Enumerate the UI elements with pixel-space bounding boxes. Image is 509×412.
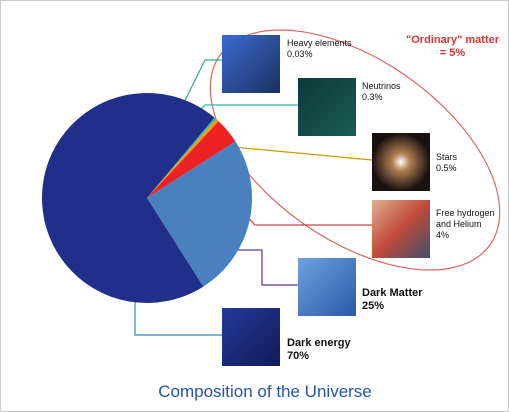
slice-label: Dark Matter 25% bbox=[362, 287, 452, 313]
slice-label: Neutrinos 0.3% bbox=[362, 81, 422, 103]
slice-label: Stars 0.5% bbox=[436, 152, 476, 174]
slice-label: Dark energy 70% bbox=[287, 337, 377, 363]
chart-title: Composition of the Universe bbox=[158, 382, 372, 401]
legend-label: Free hydrogen and Helium bbox=[436, 208, 495, 229]
ordinary-matter-outline bbox=[209, 29, 501, 271]
legend-label: Neutrinos bbox=[362, 81, 401, 91]
pie-slice bbox=[147, 117, 217, 198]
thumbnail bbox=[298, 258, 356, 316]
legend-label: Heavy elements bbox=[287, 38, 352, 48]
pie bbox=[42, 93, 252, 303]
slice-label: Heavy elements 0.03% bbox=[287, 38, 367, 60]
value-label: 0.03% bbox=[287, 49, 313, 59]
legend-label: Stars bbox=[436, 152, 458, 162]
thumbnail bbox=[222, 35, 280, 93]
value-label: 4% bbox=[436, 230, 450, 240]
value-label: 70% bbox=[287, 350, 310, 362]
thumbnail bbox=[372, 133, 430, 191]
thumbnail bbox=[298, 78, 356, 136]
value-label: 0.5% bbox=[436, 163, 457, 173]
pie-slice bbox=[147, 118, 219, 198]
thumbnail bbox=[372, 200, 430, 258]
pie-slice bbox=[147, 121, 236, 198]
thumbnail bbox=[222, 308, 280, 366]
pie-slice bbox=[147, 117, 215, 198]
value-label: 0.3% bbox=[362, 92, 383, 102]
legend-label: Dark energy bbox=[287, 337, 351, 349]
annotation: "Ordinary" matter = 5% bbox=[406, 34, 499, 59]
slice-label: Free hydrogen and Helium 4% bbox=[436, 208, 506, 241]
legend-label: Dark Matter bbox=[362, 287, 423, 299]
pie-slice bbox=[42, 93, 215, 303]
value-label: 25% bbox=[362, 300, 385, 312]
pie-slice bbox=[147, 141, 252, 287]
